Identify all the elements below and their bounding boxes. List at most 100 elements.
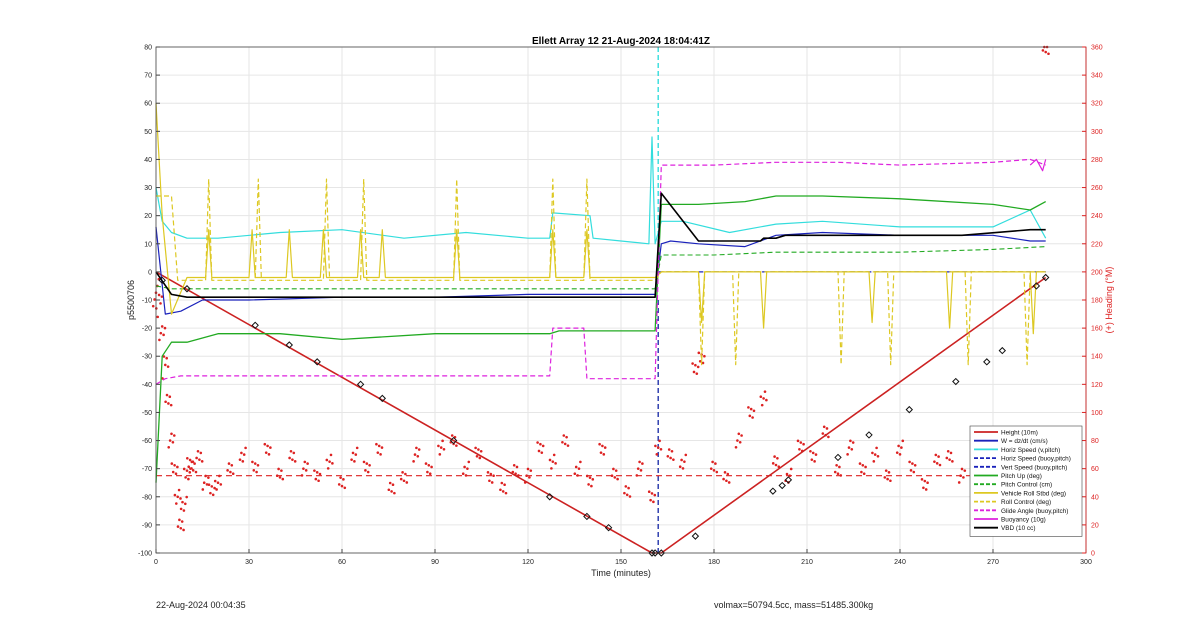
heading-point [467,460,471,464]
heading-point [207,483,211,486]
heading-point [461,472,465,476]
heading-point [712,469,716,472]
heading-point [924,488,928,491]
heading-point [437,444,440,448]
y2-tick-label: 20 [1091,522,1099,529]
heading-point [416,454,420,458]
heading-point [364,469,367,472]
y-tick-label: 50 [144,129,152,136]
heading-point [302,467,305,470]
heading-point [252,469,256,472]
y2-tick-label: 100 [1091,410,1103,417]
heading-point [736,439,739,442]
heading-point [182,467,186,471]
heading-point [415,446,418,450]
heading-point [747,406,750,409]
legend-entry: Buoyancy (10g) [1001,517,1046,524]
heading-point [368,463,371,467]
heading-point [895,451,899,454]
heading-point [201,488,205,491]
heading-point [428,472,432,476]
height-marker [604,523,613,532]
heading-point [762,397,765,400]
heading-point [475,454,479,458]
heading-point [601,444,604,448]
x-tick-label: 120 [522,559,534,566]
heading-point [658,439,661,443]
heading-point [653,493,657,497]
heading-point [291,458,294,461]
heading-point [627,486,630,490]
heading-point [172,434,176,437]
heading-point [652,500,655,504]
heading-point [399,477,403,481]
heading-point [655,453,659,456]
heading-point [427,463,431,467]
heading-point [238,458,242,461]
legend-box [969,425,1083,537]
heading-point [177,488,181,492]
footer-vehicle-info: volmax=50794.5cc, mass=51485.300kg [714,600,874,610]
y-tick-label: -100 [138,551,152,558]
heading-point [417,448,421,451]
height-marker [865,431,873,439]
heading-point [858,462,862,465]
heading-point [590,484,593,488]
y2-tick-label: 340 [1091,73,1103,80]
heading-point [900,446,903,449]
heading-point [355,446,359,450]
heading-point [566,444,570,447]
heading-point [450,434,454,437]
heading-point [191,469,195,472]
heading-point [667,448,671,451]
y-tick-label: -30 [142,354,152,361]
heading-point [825,427,829,430]
heading-point [773,455,776,458]
y2-tick-label: 80 [1091,438,1099,445]
height-marker [778,481,786,490]
heading-point [802,442,805,446]
heading-point [171,440,175,444]
heading-point [749,407,753,411]
height-marker [691,532,700,540]
heading-point [813,460,816,463]
heading-point [737,432,741,436]
series-line-7 [155,103,1046,335]
y2-tick-label: 60 [1091,466,1099,473]
heading-point [822,425,826,429]
heading-point [412,460,415,463]
heading-point [599,451,603,454]
heading-point [242,453,246,456]
heading-point [798,447,801,451]
heading-point [537,449,541,453]
heading-point [951,460,954,463]
heading-point [173,493,177,497]
heading-point [703,354,706,358]
heading-point [326,467,330,470]
heading-point [492,474,495,477]
heading-point [183,502,187,506]
heading-point [488,479,491,483]
heading-point [162,355,166,358]
heading-point [871,451,874,455]
heading-point [861,463,865,467]
heading-point [153,298,156,301]
heading-point [209,491,212,495]
axes: 0 30 60 90 120 150 180 210 240 270 300-100-90-80-7… [138,45,1103,567]
heading-point [833,470,837,474]
heading-point [317,479,320,483]
heading-point [306,462,309,465]
heading-point [190,460,194,464]
heading-point [199,451,203,455]
heading-point [227,462,231,465]
heading-point [181,500,184,504]
heading-point [379,453,382,456]
series-line-8 [156,178,1046,366]
heading-point [288,456,291,460]
heading-point [170,432,173,436]
heading-point [173,463,176,467]
heading-point [838,465,841,469]
y-tick-label: -80 [142,494,152,501]
heading-point [1044,50,1047,54]
heading-point [725,479,728,483]
